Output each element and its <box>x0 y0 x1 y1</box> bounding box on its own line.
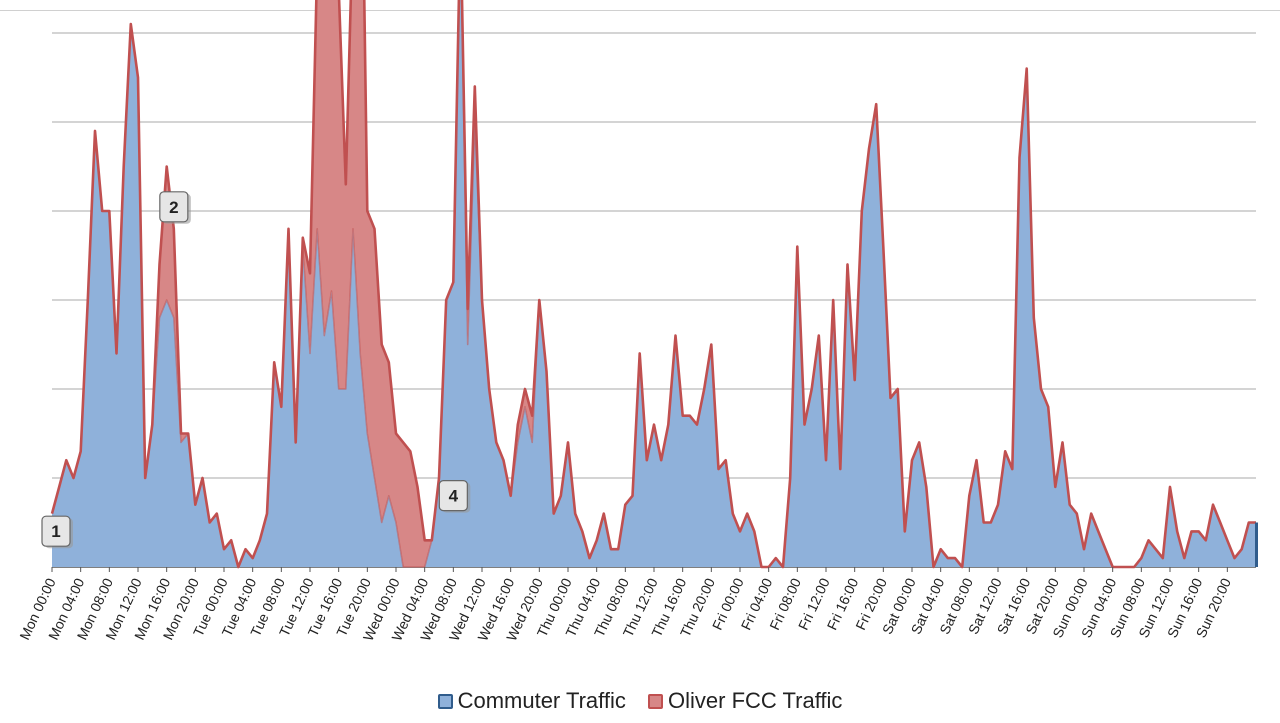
annotation-marker-label: 4 <box>449 487 459 506</box>
annotation-marker-4[interactable]: 4 <box>438 480 471 513</box>
x-axis <box>51 522 1258 572</box>
legend-swatch-oliver <box>648 693 664 709</box>
series-area-commuter-traffic <box>52 0 1256 567</box>
series-line-oliver-fcc-traffic <box>50 0 1256 569</box>
series-areas <box>50 0 1256 569</box>
annotation-marker-label: 2 <box>169 198 178 217</box>
legend-item-commuter[interactable]: Commuter Traffic <box>437 688 626 714</box>
top-rule <box>0 10 1280 11</box>
legend-label-commuter: Commuter Traffic <box>457 688 626 713</box>
legend-item-oliver[interactable]: Oliver FCC Traffic <box>648 688 842 714</box>
series-end-marker <box>1255 522 1258 567</box>
annotation-marker-2[interactable]: 2 <box>159 191 191 224</box>
legend: Commuter Traffic Oliver FCC Traffic <box>0 688 1280 715</box>
annotation-markers: 1234 <box>41 191 471 549</box>
annotation-marker-1[interactable]: 1 <box>41 515 73 549</box>
series-area-oliver-fcc-traffic <box>52 0 1256 567</box>
annotation-marker-label: 1 <box>51 522 60 541</box>
legend-label-oliver: Oliver FCC Traffic <box>668 688 843 713</box>
legend-swatch-commuter <box>437 693 453 709</box>
